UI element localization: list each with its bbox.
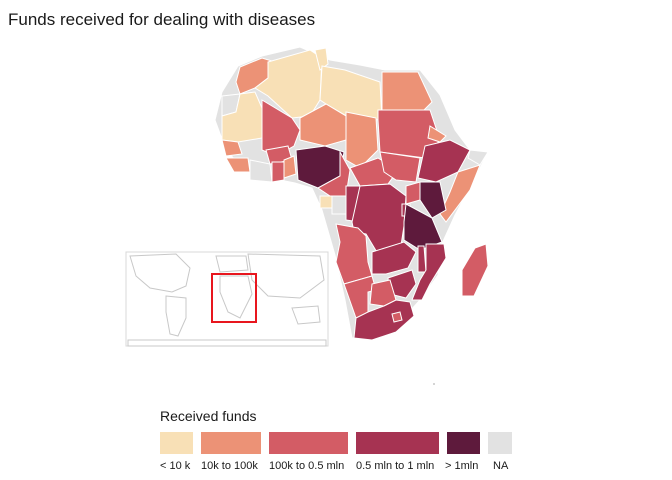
country-ghana	[271, 161, 285, 183]
inset-antarctica	[127, 339, 327, 347]
country-malawi	[417, 245, 427, 273]
country-equatorial-guinea	[319, 195, 333, 209]
legend-swatch-100k-05mln	[269, 432, 348, 454]
legend-label-10k-100k: 10k to 100k	[201, 460, 258, 472]
country-benin-togo	[283, 155, 297, 179]
country-guinea	[225, 157, 251, 173]
country-senegal	[221, 139, 243, 157]
country-chad	[345, 111, 379, 169]
inset-world-map	[125, 251, 329, 347]
country-mozambique	[411, 243, 447, 301]
country-somalia	[439, 164, 481, 223]
country-madagascar	[461, 243, 489, 297]
country-cote-divoire	[249, 159, 273, 183]
map-dot	[433, 383, 435, 385]
inset-africa-highlight	[211, 273, 257, 323]
country-uganda	[405, 181, 421, 205]
legend-swatch-05mln-1mln	[356, 432, 439, 454]
map-title: Funds received for dealing with diseases	[8, 10, 316, 29]
inset-asia	[247, 253, 325, 299]
inset-africa	[219, 275, 253, 319]
inset-north-america	[129, 253, 191, 293]
country-south-sudan	[379, 151, 421, 183]
country-kenya	[419, 181, 447, 219]
inset-south-america	[165, 295, 187, 337]
legend-label-na: NA	[493, 460, 509, 472]
legend-label-100k-05mln: 100k to 0.5 mln	[269, 460, 345, 472]
country-tunisia	[314, 47, 329, 71]
country-zambia	[371, 241, 417, 275]
legend-swatch-10k-100k	[201, 432, 261, 454]
legend-label-over-1mln: > 1mln	[445, 460, 479, 472]
legend-swatch-over-1mln	[447, 432, 480, 454]
country-egypt	[381, 71, 433, 111]
country-gabon	[331, 195, 347, 215]
country-lesotho	[391, 311, 403, 323]
legend-title: Received funds	[160, 408, 257, 424]
legend-swatch-under-10k	[160, 432, 193, 454]
legend-swatch-na	[488, 432, 512, 454]
country-south-africa	[353, 299, 415, 341]
country-eritrea	[427, 125, 447, 143]
legend-label-under-10k: < 10 k	[160, 460, 191, 472]
legend-label-05mln-1mln: 0.5 mln to 1 mln	[356, 460, 435, 472]
inset-europe	[215, 255, 249, 273]
inset-australia	[291, 305, 321, 325]
